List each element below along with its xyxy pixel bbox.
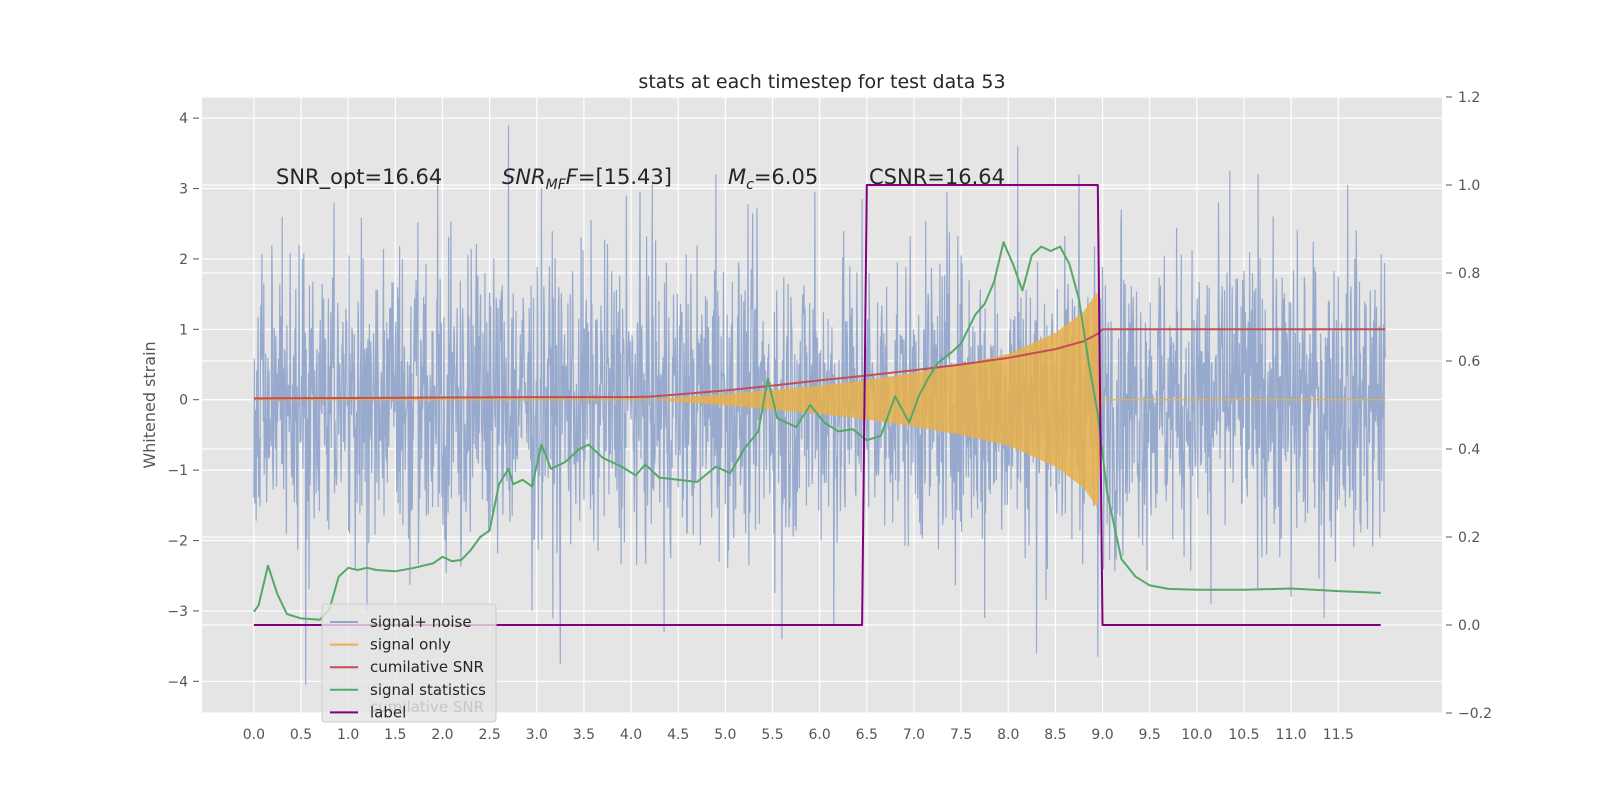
y2-tick-label: 1.0 <box>1458 178 1480 194</box>
chart-title: stats at each timestep for test data 53 <box>638 71 1005 93</box>
x-tick-label: 1.5 <box>384 727 406 743</box>
series-label-line <box>253 184 1381 626</box>
x-tick-label: 4.0 <box>620 727 642 743</box>
x-tick-label: 11.5 <box>1323 727 1354 743</box>
x-tick-label: 2.5 <box>478 727 500 743</box>
legend-box <box>321 603 497 723</box>
y-tick-label: −3 <box>167 604 188 620</box>
series-signal-only-area <box>649 292 1103 507</box>
y2-tick-label: 0.0 <box>1458 618 1480 634</box>
y-tick-label: 2 <box>179 252 188 268</box>
y-tick-label: 4 <box>179 111 188 127</box>
annotation-csnr: CSNR=16.64 <box>869 165 1005 189</box>
legend-label: signal statistics <box>370 681 486 699</box>
y2-tick-label: 0.8 <box>1458 266 1480 282</box>
series-cumulative-snr-line <box>253 328 1386 400</box>
y2-tick-label: 1.2 <box>1458 90 1480 106</box>
annotation-mc-main: M <box>728 165 746 189</box>
x-tick-label: 8.0 <box>997 727 1019 743</box>
annotation-snr-opt: SNR_opt=16.64 <box>276 165 442 190</box>
x-tick-label: 7.0 <box>903 727 925 743</box>
x-tick-label: 6.0 <box>809 727 831 743</box>
legend-ghost-text: cumilative SNR <box>370 698 484 716</box>
annotation-mc-sub: c <box>746 177 754 193</box>
x-tick-label: 0.5 <box>290 727 312 743</box>
series-layer <box>253 125 1386 685</box>
y2-tick-label: 0.4 <box>1458 442 1480 458</box>
x-tick-label: 11.0 <box>1276 727 1307 743</box>
annotation-snr-mf-value: =[15.43] <box>578 165 672 189</box>
axis-ticks: 0.0 0.5 1.0 1.5 2.0 2.5 3.0 3.5 4.0 4.5 5.0 5.5 6.0 6… <box>167 90 1492 743</box>
x-tick-label: 10.5 <box>1228 727 1259 743</box>
y-tick-label: 0 <box>179 393 188 409</box>
y2-tick-label: 0.6 <box>1458 354 1480 370</box>
y2-tick-label: 0.2 <box>1458 530 1480 546</box>
x-tick-label: 7.5 <box>950 727 972 743</box>
x-tick-label: 2.0 <box>431 727 453 743</box>
legend-label: signal only <box>370 636 451 654</box>
x-tick-label: 5.5 <box>761 727 783 743</box>
y-tick-label: −1 <box>167 463 188 479</box>
x-tick-label: 5.0 <box>714 727 736 743</box>
y-tick-label: 1 <box>179 322 188 338</box>
y2-tick-label: −0.2 <box>1458 706 1492 722</box>
annotation-snr-mf-sub: MF <box>546 177 567 193</box>
annotation-mc-value: =6.05 <box>754 165 818 189</box>
legend-label: label <box>370 703 406 721</box>
legend: cumilative SNR signal+ noise signal only c… <box>321 603 497 723</box>
legend-label: signal+ noise <box>370 613 472 631</box>
x-tick-label: 3.5 <box>573 727 595 743</box>
annotation-snr-mf-F: F <box>566 165 579 189</box>
x-tick-label: 9.5 <box>1139 727 1161 743</box>
y-tick-label: −2 <box>167 534 188 550</box>
annotations: SNR_opt=16.64 SNRMFF=[15.43] Mc=6.05 CSN… <box>276 165 1005 193</box>
x-tick-label: 0.0 <box>243 727 265 743</box>
x-tick-label: 3.0 <box>526 727 548 743</box>
annotation-mc: Mc=6.05 <box>728 165 818 193</box>
x-tick-label: 10.0 <box>1181 727 1212 743</box>
x-tick-label: 4.5 <box>667 727 689 743</box>
x-tick-label: 6.5 <box>856 727 878 743</box>
annotation-snr-mf: SNRMFF=[15.43] <box>502 165 672 193</box>
x-tick-label: 9.0 <box>1091 727 1113 743</box>
y-tick-label: −4 <box>167 674 188 690</box>
series-signal-statistics-line <box>253 241 1381 621</box>
legend-label: cumilative SNR <box>370 658 484 676</box>
y-axis-label: Whitened strain <box>140 341 159 468</box>
y-tick-label: 3 <box>179 182 188 198</box>
x-tick-label: 1.0 <box>337 727 359 743</box>
x-tick-label: 8.5 <box>1044 727 1066 743</box>
annotation-snr-mf-main: SNR <box>502 165 546 189</box>
